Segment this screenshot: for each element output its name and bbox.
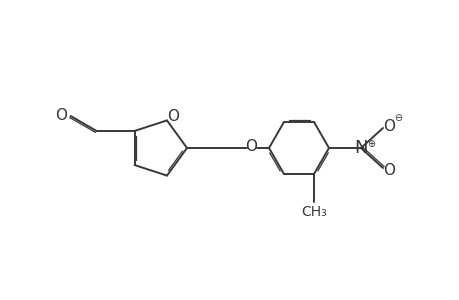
Text: O: O: [167, 109, 179, 124]
Text: N: N: [353, 139, 367, 157]
Text: CH₃: CH₃: [301, 205, 326, 219]
Text: O: O: [56, 109, 67, 124]
Text: O: O: [245, 139, 257, 154]
Text: O: O: [382, 163, 394, 178]
Text: ⊕: ⊕: [366, 139, 374, 149]
Text: ⊖: ⊖: [393, 113, 401, 123]
Text: O: O: [382, 118, 394, 134]
